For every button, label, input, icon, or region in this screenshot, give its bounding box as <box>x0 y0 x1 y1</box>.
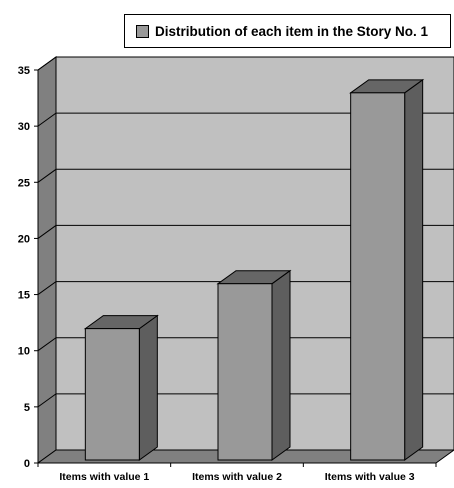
y-tick-label: 0 <box>24 458 30 470</box>
y-tick-label: 20 <box>18 233 30 245</box>
gridline <box>37 168 454 183</box>
x-axis-ticks: Items with value 1 Items with value 2 Item… <box>59 471 414 483</box>
y-tick-label: 15 <box>18 290 30 302</box>
y-tick-label: 30 <box>18 121 30 133</box>
chart-axes <box>34 69 437 467</box>
y-tick-label: 35 <box>18 65 30 77</box>
bar-side <box>138 314 158 461</box>
gridline <box>37 281 454 295</box>
chart-bars <box>83 78 425 461</box>
gridline <box>37 56 454 71</box>
y-tick-label: 5 <box>24 402 30 414</box>
gridline <box>37 337 454 352</box>
bar-front <box>84 328 140 461</box>
bar-side <box>404 78 424 461</box>
bar-front <box>350 92 406 461</box>
bar-front <box>217 283 273 461</box>
bar <box>83 314 159 461</box>
bar <box>349 78 425 461</box>
bar-side <box>271 269 291 461</box>
gridline <box>37 224 454 239</box>
bar <box>216 269 292 461</box>
y-axis-ticks: 0 5 10 15 20 25 30 35 <box>18 65 30 470</box>
y-tick-label: 25 <box>18 177 30 189</box>
legend-swatch <box>136 24 149 38</box>
legend-label: Distribution of each item in the Story N… <box>155 23 429 39</box>
chart-side-wall <box>37 56 57 464</box>
y-tick-label: 10 <box>18 346 30 358</box>
gridline <box>37 393 454 408</box>
x-tick-label: Items with value 2 <box>192 471 282 483</box>
chart-legend: Distribution of each item in the Story N… <box>124 14 451 48</box>
gridline <box>37 112 454 127</box>
x-tick-label: Items with value 3 <box>325 471 415 483</box>
chart-gridlines <box>37 56 454 408</box>
x-tick-label: Items with value 1 <box>59 471 149 483</box>
